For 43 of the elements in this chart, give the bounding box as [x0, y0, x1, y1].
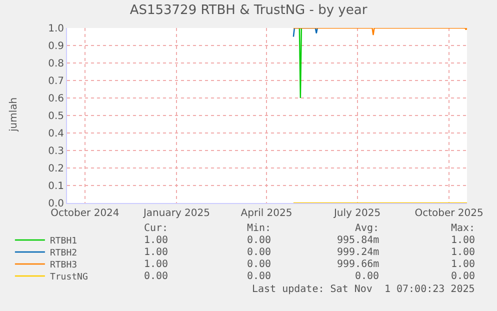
x-tick-label: October 2024: [50, 208, 120, 219]
text: 1.00: [144, 259, 168, 270]
text: 0.00: [355, 271, 380, 282]
y-tick-label: 1.0: [48, 24, 64, 34]
y-tick-label: 0.1: [48, 181, 64, 192]
text: 0.00: [144, 271, 168, 282]
y-axis-title: jumlah: [8, 97, 20, 132]
text: Last update: Sat Nov 1 07:00:23 2025: [252, 284, 475, 295]
text: Min:: [247, 223, 272, 234]
text: 0.00: [247, 259, 272, 270]
text: 1.00: [451, 259, 476, 270]
x-tick-label: October 2025: [414, 208, 484, 219]
text: 1.00: [144, 247, 168, 258]
y-tick-label: 0.5: [48, 111, 64, 122]
y-tick-label: 0.6: [48, 94, 64, 104]
text: 999.24m: [337, 247, 380, 258]
text: 999.66m: [337, 259, 380, 270]
legend-label: RTBH2: [50, 248, 78, 259]
text: Cur:: [144, 223, 168, 234]
x-tick-label: April 2025: [240, 208, 292, 219]
text: 1.00: [451, 235, 476, 246]
text: 1.00: [451, 247, 476, 258]
y-tick-label: 0.8: [48, 58, 64, 70]
y-tick-label: 0.7: [48, 76, 64, 87]
chart-title: AS153729 RTBH & TrustNG - by year: [130, 3, 368, 18]
text: 0.00: [247, 235, 272, 246]
x-tick-label: January 2025: [142, 208, 210, 219]
text: 995.84m: [337, 235, 380, 246]
text: 1.00: [144, 235, 168, 246]
text: 0.00: [451, 271, 476, 282]
text: Avg:: [355, 223, 380, 234]
y-tick-label: 0.9: [48, 41, 64, 52]
text: Max:: [451, 223, 476, 234]
legend-label: RTBH1: [50, 236, 78, 247]
y-tick-label: 0.0: [48, 198, 64, 210]
y-tick-label: 0.4: [48, 128, 64, 140]
x-tick-label: July 2025: [332, 208, 381, 219]
y-tick-label: 0.2: [48, 164, 64, 174]
legend-label: RTBH3: [50, 260, 78, 271]
text: 0.00: [247, 247, 272, 258]
text: 0.00: [247, 271, 272, 282]
legend-label: TrustNG: [50, 272, 88, 283]
y-tick-label: 0.3: [48, 146, 64, 157]
